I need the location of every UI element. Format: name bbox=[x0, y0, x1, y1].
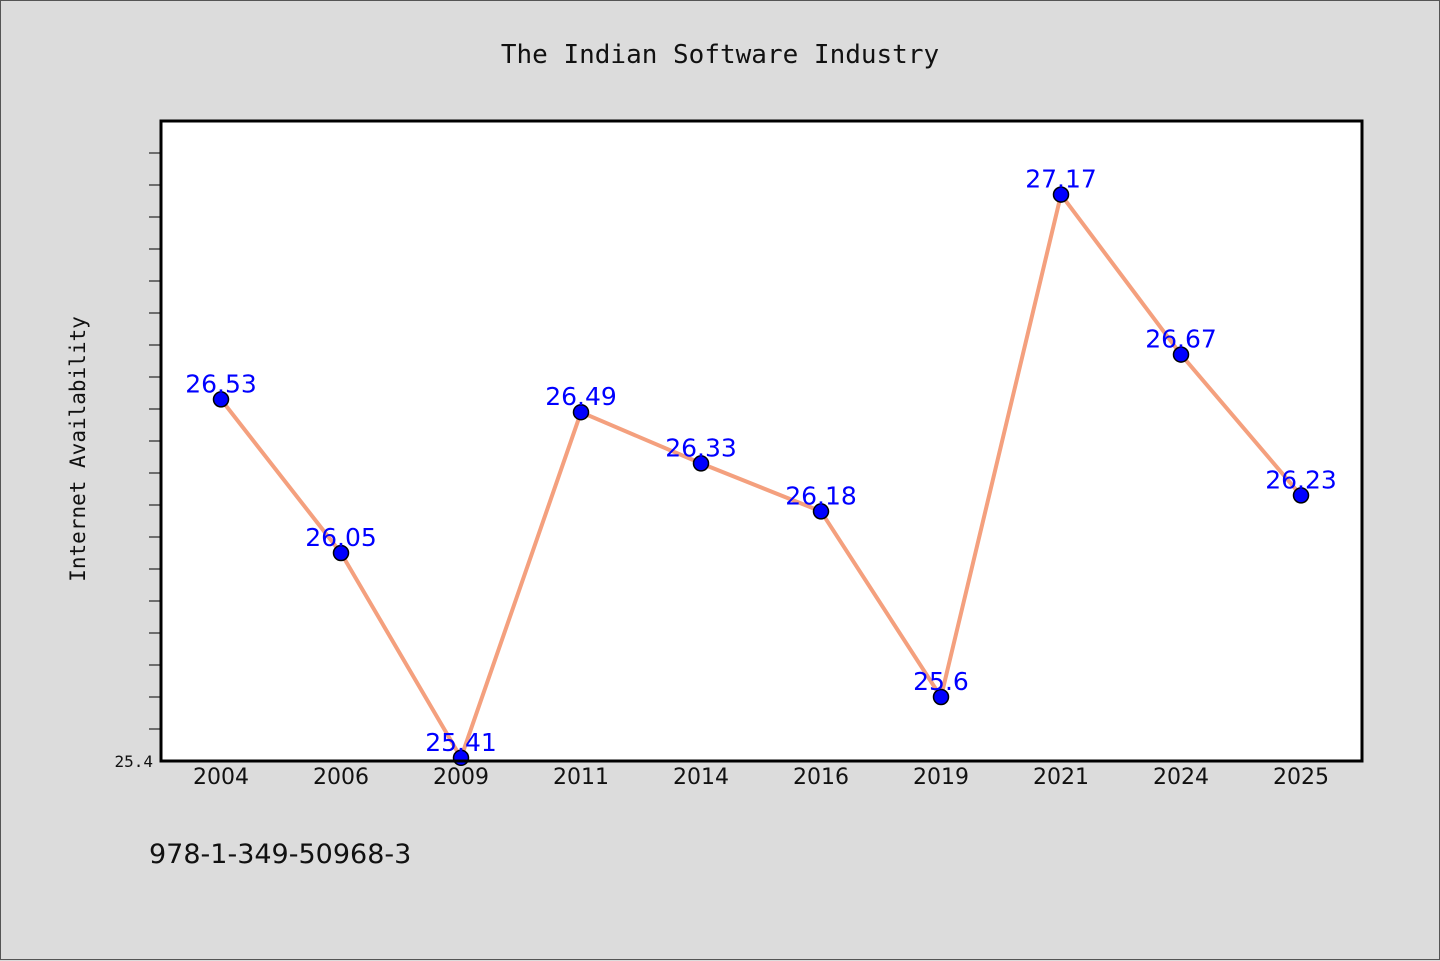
x-tick-label: 2024 bbox=[1153, 765, 1209, 790]
y-axis-min-label: 25.4 bbox=[114, 752, 153, 771]
isbn-label: 978-1-349-50968-3 bbox=[149, 839, 411, 870]
data-label: 26.53 bbox=[185, 369, 257, 398]
series-line bbox=[219, 192, 1303, 760]
data-label: 25.6 bbox=[913, 667, 969, 696]
x-tick-label: 2006 bbox=[313, 765, 369, 790]
x-tick-label: 2021 bbox=[1033, 765, 1089, 790]
data-point bbox=[1052, 186, 1070, 203]
data-labels: 26.53 26.05 25.41 26.49 26.33 26.18 25.6 27.17 2… bbox=[185, 165, 1337, 757]
data-point bbox=[212, 391, 230, 408]
data-markers bbox=[212, 186, 1310, 767]
x-tick-label: 2025 bbox=[1273, 765, 1329, 790]
data-point bbox=[812, 503, 830, 520]
data-point bbox=[332, 544, 350, 562]
y-axis-ticks bbox=[149, 152, 161, 730]
x-tick-label: 2009 bbox=[433, 765, 489, 790]
x-tick-label: 2011 bbox=[553, 765, 609, 790]
data-label: 26.23 bbox=[1265, 465, 1337, 494]
x-axis-ticks: 2004 2006 2009 2011 2014 2016 2019 2021 2024 2025 bbox=[193, 765, 1329, 790]
data-point bbox=[692, 455, 710, 472]
y-axis-title: Internet Availability bbox=[66, 316, 90, 582]
x-tick-label: 2016 bbox=[793, 765, 849, 790]
x-tick-label: 2004 bbox=[193, 765, 249, 790]
data-label: 25.41 bbox=[425, 728, 497, 757]
data-point bbox=[1172, 346, 1190, 363]
data-label: 26.05 bbox=[305, 523, 377, 552]
plot-area bbox=[161, 121, 1362, 761]
data-label: 27.17 bbox=[1025, 165, 1097, 194]
data-label: 26.67 bbox=[1145, 325, 1217, 354]
x-tick-label: 2014 bbox=[673, 765, 729, 790]
data-label: 26.49 bbox=[545, 382, 617, 411]
data-label: 26.18 bbox=[785, 481, 857, 510]
plot-border bbox=[159, 119, 1364, 763]
chart-title: The Indian Software Industry bbox=[501, 40, 939, 70]
x-tick-label: 2019 bbox=[913, 765, 969, 790]
data-point bbox=[1292, 487, 1310, 504]
data-point bbox=[572, 403, 590, 421]
data-label: 26.33 bbox=[665, 433, 737, 462]
data-point bbox=[932, 688, 950, 706]
